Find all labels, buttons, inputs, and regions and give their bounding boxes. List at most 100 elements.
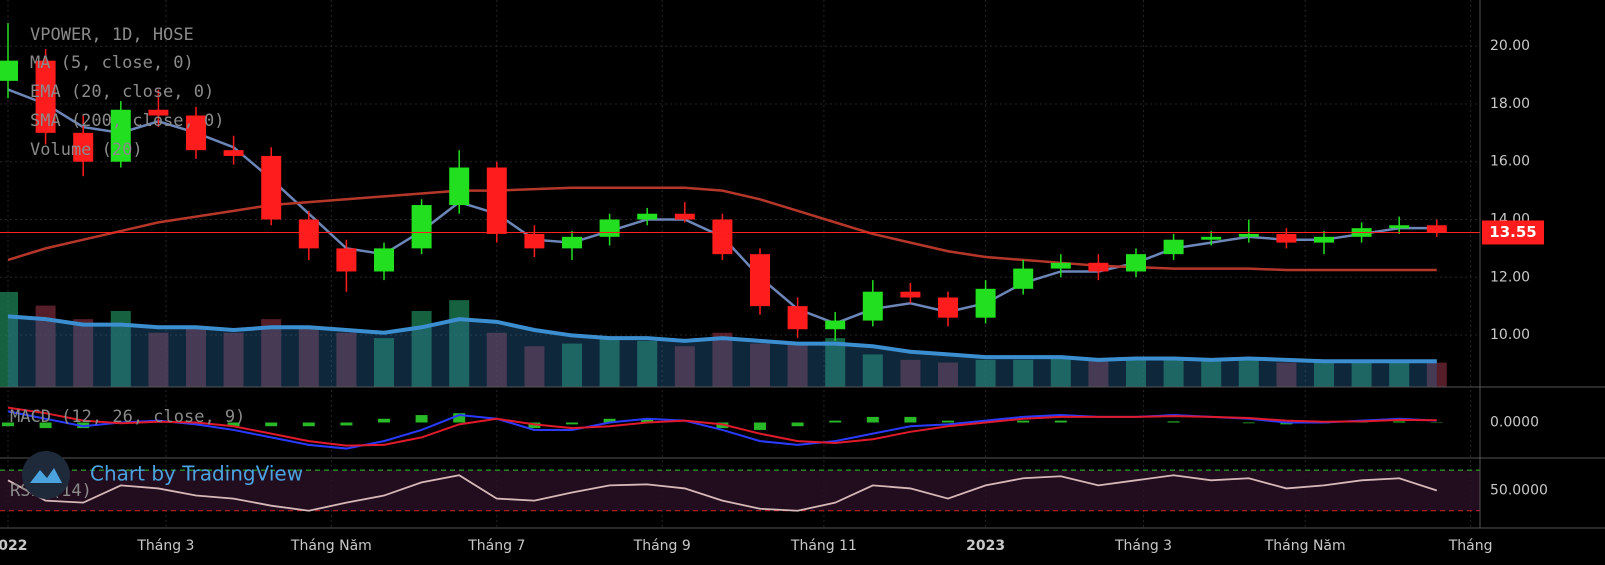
candle-body — [637, 213, 658, 220]
candle-body — [1050, 262, 1071, 269]
macd-histogram — [866, 416, 879, 423]
candle-body — [1201, 236, 1222, 240]
candle-body — [750, 254, 770, 307]
macd-histogram — [2, 422, 14, 427]
last-price-tag — [1482, 220, 1544, 245]
volume-bar — [825, 338, 846, 387]
ma-line — [7, 186, 1437, 272]
legend-item: VPOWER, 1D, HOSE — [30, 25, 194, 45]
candle-body — [1013, 268, 1034, 289]
volume-bar — [938, 362, 958, 387]
macd-histogram — [603, 418, 616, 423]
volume-bar — [1126, 357, 1146, 387]
y-tick-label: 10.00 — [1490, 327, 1530, 343]
candle-body — [1088, 262, 1109, 272]
legend: VPOWER, 1D, HOSE MA (5, close, 0) EMA (2… — [10, 25, 245, 501]
volume-bar — [35, 305, 56, 387]
candle-body — [524, 233, 545, 249]
volume-ma-line — [7, 314, 1437, 364]
macd-histogram — [1054, 420, 1067, 423]
volume-bar — [261, 319, 282, 387]
volume-bar — [1314, 362, 1334, 387]
candle-body — [975, 288, 996, 318]
macd-histogram — [641, 418, 654, 423]
volume-bar — [787, 343, 808, 387]
macd-histogram — [39, 422, 52, 429]
candle-body — [1238, 233, 1259, 237]
x-tick-label: Tháng 11 — [790, 538, 857, 554]
volume-bar — [1088, 359, 1109, 387]
x-tick-label: Tháng Năm — [1264, 538, 1346, 554]
volume-bar — [1426, 362, 1447, 387]
x-tick-label: Tháng 9 — [633, 538, 691, 554]
x-tick-label: Tháng 3 — [1114, 538, 1172, 554]
volume-bar — [1050, 357, 1071, 387]
macd-histogram — [1393, 421, 1406, 423]
grid: 10.0012.0014.0016.0018.0020.002022Tháng … — [0, 0, 1530, 554]
x-tick-label: Tháng 3 — [136, 538, 194, 554]
macd-histogram — [1242, 422, 1255, 424]
candle-body — [862, 291, 883, 321]
volume-bar — [900, 359, 921, 387]
candle-body — [298, 219, 319, 249]
volume-bar — [1238, 357, 1259, 387]
volume-bar — [750, 343, 770, 387]
macd-histogram — [415, 415, 428, 423]
volume-bar — [674, 346, 695, 387]
volume-bar — [374, 338, 394, 387]
volume-bar — [637, 340, 658, 387]
legend-item: MA (5, close, 0) — [30, 53, 194, 73]
volume-bar — [599, 338, 620, 387]
rsi-line — [7, 474, 1438, 512]
volume-bar — [1389, 359, 1410, 387]
watermark-text: Chart by TradingView — [90, 462, 303, 486]
candle-body — [148, 109, 169, 116]
candle-body — [110, 109, 131, 162]
candle-body — [938, 297, 958, 318]
macd-histogram — [566, 422, 578, 425]
macd-histogram — [302, 422, 315, 427]
candle-body — [0, 60, 18, 81]
candle-body — [900, 291, 921, 298]
y-tick-label: 18.00 — [1490, 96, 1530, 112]
candle-body — [449, 167, 470, 206]
candle-body — [1126, 254, 1146, 272]
volume-bar — [336, 332, 357, 387]
logo — [22, 451, 70, 499]
volume-ma-area — [8, 316, 1437, 387]
candle-body — [599, 219, 620, 237]
candle-body — [261, 155, 282, 220]
macd-histogram — [754, 422, 766, 430]
candle-body — [486, 167, 507, 234]
y-tick-label: 16.00 — [1490, 154, 1530, 170]
plot: 13.55 0.0000 50.0000 — [0, 23, 1548, 512]
volume-bar — [1201, 359, 1222, 387]
volume-bar — [862, 354, 883, 387]
x-tick-label: Tháng 7 — [467, 538, 525, 554]
watermark[interactable]: Chart by TradingView — [22, 451, 303, 499]
candle-body — [35, 60, 56, 133]
candle-body — [825, 320, 846, 330]
y-tick-label: 20.00 — [1490, 38, 1530, 54]
candle-body — [712, 219, 733, 255]
macd-histogram — [378, 418, 390, 423]
volume-bar — [110, 311, 131, 387]
volume-bar — [298, 327, 319, 387]
volume-bar — [712, 332, 733, 387]
x-tick-label: Tháng — [1448, 538, 1493, 554]
y-tick-label: 12.00 — [1490, 269, 1530, 285]
volume-bar — [186, 327, 206, 387]
legend-item: SMA (200, close, 0) — [30, 111, 224, 131]
last-price-label: 13.55 — [1489, 223, 1536, 241]
macd-histogram — [227, 422, 240, 427]
macd-histogram — [942, 420, 954, 423]
candle-body — [562, 236, 582, 249]
candle-body — [374, 248, 394, 272]
x-tick-label: 2022 — [0, 538, 27, 554]
macd-histogram — [791, 422, 804, 427]
volume-bar — [1276, 362, 1297, 387]
candle-body — [1426, 225, 1447, 233]
macd-histogram — [1167, 421, 1180, 423]
candle-body — [411, 205, 432, 249]
candle-body — [1389, 225, 1410, 229]
